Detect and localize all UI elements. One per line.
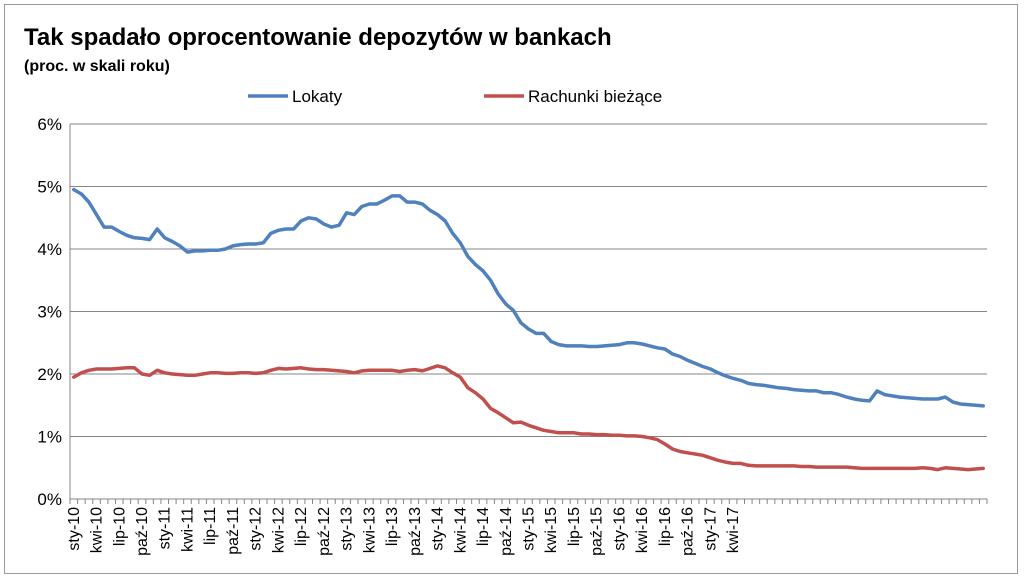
x-tick-label: paź-13 (407, 507, 424, 556)
x-tick-label: kwi-17 (725, 507, 742, 553)
y-tick-label: 2% (37, 365, 62, 384)
x-tick-label: sty-15 (521, 507, 538, 551)
x-tick-label: lip-10 (111, 507, 128, 546)
legend-label: Rachunki bieżące (528, 87, 662, 106)
y-tick-label: 5% (37, 178, 62, 197)
x-tick-label: lip-12 (293, 507, 310, 546)
chart-frame (4, 4, 1018, 574)
y-tick-label: 1% (37, 428, 62, 447)
x-tick-label: kwi-11 (179, 507, 196, 552)
y-tick-label: 4% (37, 240, 62, 259)
x-tick-label: sty-11 (157, 507, 174, 549)
x-tick-label: sty-10 (66, 507, 83, 551)
x-tick-label: lip-14 (475, 507, 492, 546)
x-tick-label: lip-15 (566, 507, 583, 546)
y-tick-label: 3% (37, 303, 62, 322)
x-tick-label: paź-15 (589, 507, 606, 556)
x-tick-label: lip-16 (657, 507, 674, 546)
x-tick-label: paź-12 (316, 507, 333, 556)
x-tick-label: paź-14 (498, 507, 515, 556)
x-tick-label: kwi-16 (634, 507, 651, 553)
x-tick-label: kwi-13 (361, 507, 378, 553)
x-tick-label: lip-11 (202, 507, 219, 545)
x-tick-label: lip-13 (384, 507, 401, 546)
legend-label: Lokaty (292, 87, 343, 106)
chart-title: Tak spadało oprocentowanie depozytów w b… (24, 24, 612, 51)
x-tick-label: sty-12 (248, 507, 265, 551)
y-tick-label: 6% (37, 115, 62, 134)
x-tick-label: paź-10 (134, 507, 151, 556)
series-line-lokaty (72, 187, 985, 408)
x-tick-label: sty-16 (611, 507, 628, 551)
x-tick-label: kwi-15 (543, 507, 560, 553)
x-tick-label: paź-16 (680, 507, 697, 556)
x-tick-label: paź-11 (225, 507, 242, 555)
x-tick-label: kwi-10 (89, 507, 106, 553)
y-tick-label: 0% (37, 490, 62, 509)
series-line-rachunki (72, 364, 985, 472)
chart-subtitle: (proc. w skali roku) (24, 58, 170, 75)
x-tick-label: kwi-12 (270, 507, 287, 553)
x-tick-label: kwi-14 (452, 507, 469, 553)
x-tick-label: sty-14 (430, 507, 447, 551)
x-tick-label: sty-17 (702, 507, 719, 551)
x-tick-label: sty-13 (339, 507, 356, 551)
